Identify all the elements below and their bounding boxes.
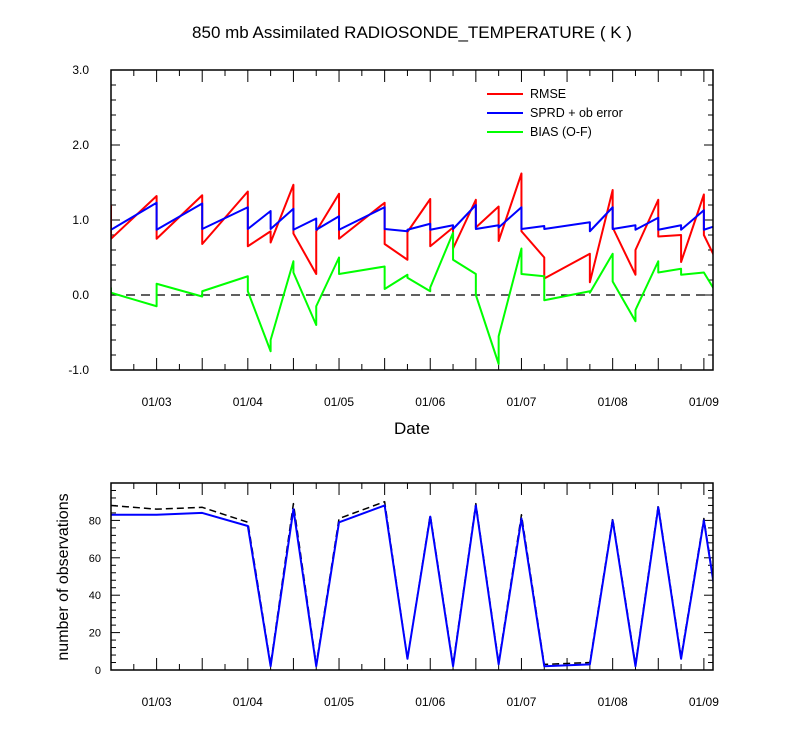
top-y-tick-label: -1.0: [68, 363, 89, 377]
series-line-1: [111, 201, 713, 233]
bottom-y-tick-label: 60: [89, 553, 101, 565]
series-line-2: [111, 231, 713, 365]
legend-label-1: SPRD + ob error: [530, 106, 623, 120]
top-plot-frame: [110, 69, 714, 371]
top-y-tick-label: 0.0: [72, 288, 89, 302]
top-y-tick-label: 3.0: [72, 63, 89, 77]
bottom-x-tick-label: 01/09: [689, 695, 719, 709]
bottom-y-tick-label: 0: [95, 665, 101, 677]
chart-title: 850 mb Assimilated RADIOSONDE_TEMPERATUR…: [192, 23, 632, 42]
top-x-tick-label: 01/07: [506, 395, 536, 409]
legend-label-0: RMSE: [530, 87, 566, 101]
bottom-y-tick-label: 80: [89, 515, 101, 527]
top-x-tick-label: 01/06: [415, 395, 445, 409]
bottom-x-tick-label: 01/05: [324, 695, 354, 709]
top-x-tick-label: 01/03: [142, 395, 172, 409]
bottom-y-axis-label: number of observations: [55, 493, 72, 660]
bottom-x-tick-label: 01/08: [598, 695, 628, 709]
legend-label-2: BIAS (O-F): [530, 125, 592, 139]
top-series-group: [111, 172, 713, 365]
x-axis-label: Date: [394, 419, 430, 438]
legend: RMSE SPRD + ob error BIAS (O-F): [487, 87, 623, 139]
top-y-tick-label: 2.0: [72, 138, 89, 152]
top-x-tick-label: 01/04: [233, 395, 263, 409]
top-y-tick-label: 1.0: [72, 213, 89, 227]
bottom-plot-frame: [110, 482, 714, 671]
top-x-tick-label: 01/05: [324, 395, 354, 409]
top-x-tick-label: 01/08: [598, 395, 628, 409]
obs-series-line-1: [111, 504, 713, 668]
bottom-y-tick-label: 20: [89, 628, 101, 640]
top-x-tick-label: 01/09: [689, 395, 719, 409]
bottom-x-tick-label: 01/03: [142, 695, 172, 709]
bottom-x-tick-label: 01/07: [506, 695, 536, 709]
bottom-y-tick-label: 40: [89, 590, 101, 602]
bottom-series-group: [111, 500, 713, 668]
bottom-x-tick-label: 01/06: [415, 695, 445, 709]
bottom-x-tick-label: 01/04: [233, 695, 263, 709]
